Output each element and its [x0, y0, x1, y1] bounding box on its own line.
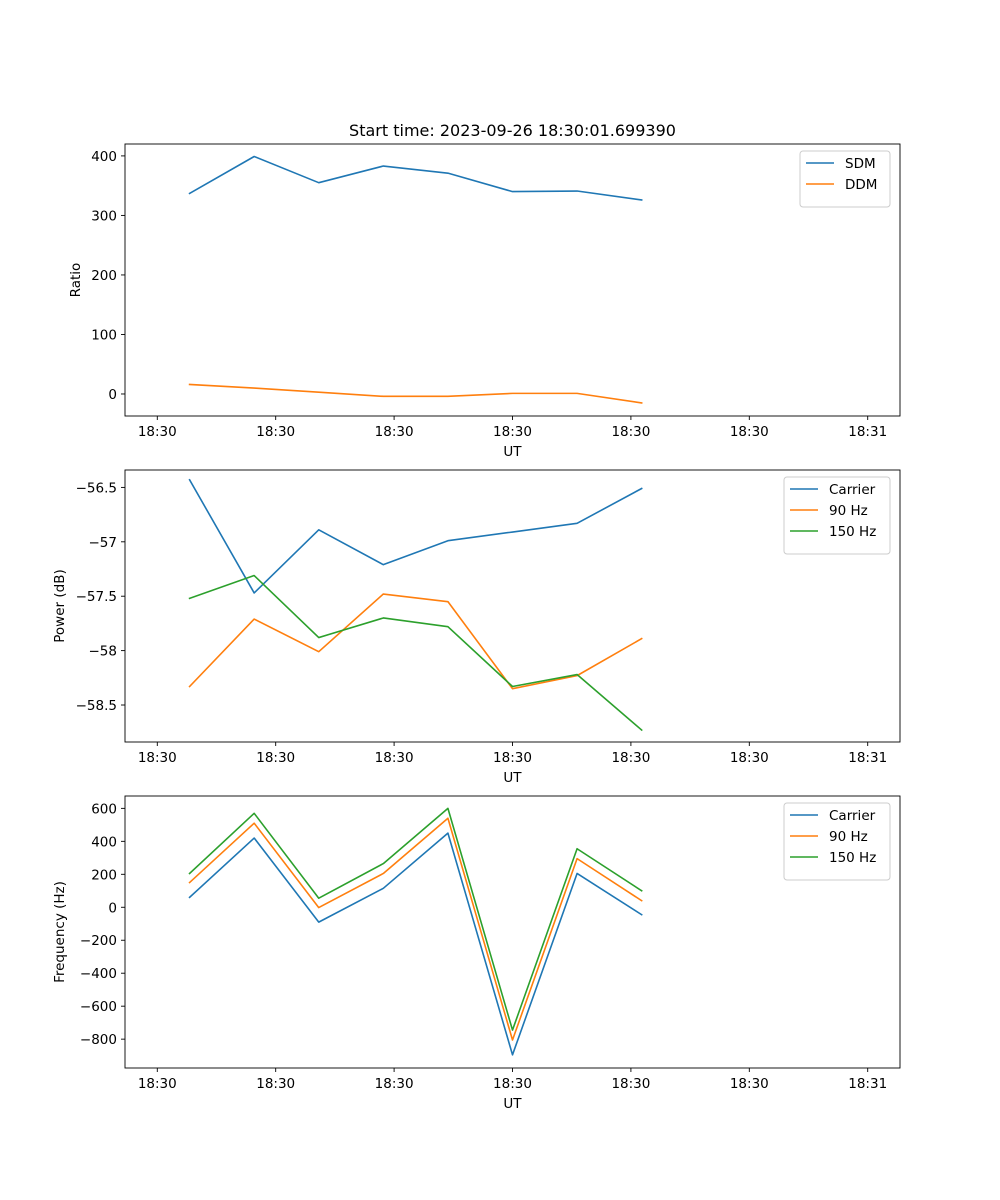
y-tick-label: 400 — [91, 149, 117, 165]
x-tick-label: 18:31 — [848, 424, 887, 440]
y-tick-label: −800 — [80, 1032, 117, 1048]
y-tick-label: −600 — [80, 999, 117, 1015]
y-tick-label: 300 — [91, 208, 117, 224]
x-tick-label: 18:30 — [256, 424, 295, 440]
y-tick-label: −200 — [80, 933, 117, 949]
x-tick-label: 18:30 — [611, 1076, 650, 1092]
legend-label: 150 Hz — [829, 524, 876, 540]
legend-box — [783, 476, 891, 555]
y-axis-label: Frequency (Hz) — [52, 881, 68, 983]
series-line-sdm — [188, 155, 643, 201]
y-tick-label: 0 — [108, 900, 117, 916]
x-tick-label: 18:30 — [375, 424, 414, 440]
y-tick-label: 100 — [91, 327, 117, 343]
y-tick-label: 200 — [91, 268, 117, 284]
legend: Carrier 90 Hz 150 Hz — [783, 802, 891, 881]
series-line-150-hz — [188, 574, 643, 732]
y-tick-label: 200 — [91, 867, 117, 883]
series-line-ddm — [188, 383, 643, 404]
legend-box — [783, 802, 891, 881]
x-tick-label: 18:30 — [375, 1076, 414, 1092]
legend-label: Carrier — [829, 482, 876, 498]
legend-label: 150 Hz — [829, 850, 876, 866]
x-tick-label: 18:30 — [730, 1076, 769, 1092]
legend-label: Carrier — [829, 808, 876, 824]
series-line-90-hz — [188, 817, 643, 1041]
legend-label: 90 Hz — [829, 829, 868, 845]
x-tick-label: 18:30 — [256, 750, 295, 766]
x-axis-label: UT — [503, 444, 522, 460]
y-axis-label: Power (dB) — [52, 569, 68, 642]
y-tick-label: −57 — [89, 535, 118, 551]
x-tick-label: 18:30 — [730, 424, 769, 440]
y-tick-label: 400 — [91, 834, 117, 850]
legend: SDM DDM — [799, 150, 891, 208]
legend-box — [799, 150, 891, 208]
series-line-carrier — [188, 832, 643, 1056]
y-tick-label: 600 — [91, 801, 117, 817]
chart-panel-3: 18:30 18:30 18:30 18:30 18:30 18:30 18:31 600 40… — [52, 795, 901, 1112]
y-tick-label: −400 — [80, 966, 117, 982]
chart-panel-2: 18:30 18:30 18:30 18:30 18:30 18:30 18:31 −56.5… — [52, 469, 901, 786]
legend-label: 90 Hz — [829, 503, 868, 519]
legend-label: SDM — [845, 156, 876, 172]
x-tick-label: 18:30 — [493, 424, 532, 440]
x-tick-label: 18:31 — [848, 1076, 887, 1092]
x-axis-label: UT — [503, 770, 522, 786]
y-tick-label: −56.5 — [76, 480, 117, 496]
x-tick-label: 18:30 — [375, 750, 414, 766]
chart-title: Start time: 2023-09-26 18:30:01.699390 — [349, 121, 676, 140]
series-line-90-hz — [188, 593, 643, 690]
series-line-carrier — [188, 478, 643, 594]
legend-label: DDM — [845, 177, 877, 193]
y-tick-label: −58 — [89, 644, 118, 660]
x-tick-label: 18:30 — [730, 750, 769, 766]
x-tick-label: 18:31 — [848, 750, 887, 766]
x-tick-label: 18:30 — [138, 750, 177, 766]
x-tick-label: 18:30 — [611, 424, 650, 440]
x-tick-label: 18:30 — [611, 750, 650, 766]
y-tick-label: 0 — [108, 387, 117, 403]
x-tick-label: 18:30 — [138, 1076, 177, 1092]
y-axis-label: Ratio — [68, 263, 84, 298]
x-tick-label: 18:30 — [138, 424, 177, 440]
chart-panel-1: 18:30 18:30 18:30 18:30 18:30 18:30 18:31 0 100 2… — [68, 121, 901, 460]
y-tick-label: −57.5 — [76, 589, 117, 605]
x-tick-label: 18:30 — [493, 750, 532, 766]
x-axis-label: UT — [503, 1096, 522, 1112]
x-tick-label: 18:30 — [256, 1076, 295, 1092]
x-tick-label: 18:30 — [493, 1076, 532, 1092]
legend: Carrier 90 Hz 150 Hz — [783, 476, 891, 555]
y-tick-label: −58.5 — [76, 698, 117, 714]
series-line-150-hz — [188, 807, 643, 1031]
